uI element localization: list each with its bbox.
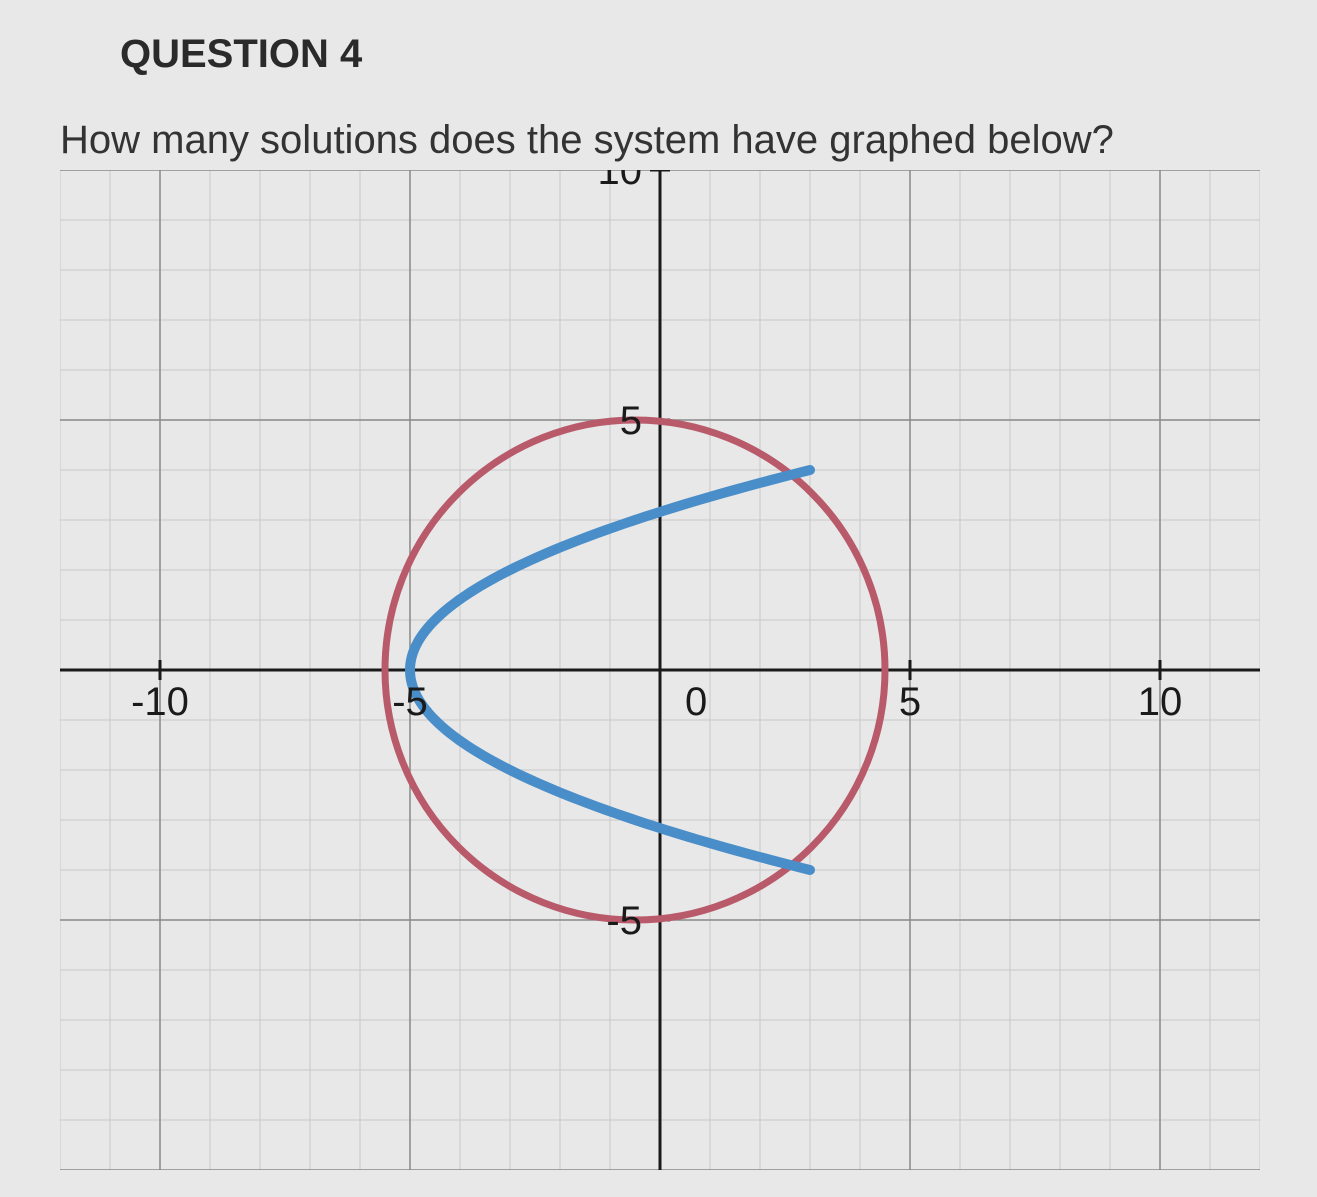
x-tick-label: -10 (131, 680, 189, 724)
x-tick-label: 0 (685, 680, 707, 724)
question-prompt: How many solutions does the system have … (60, 118, 1114, 163)
y-tick-label: 10 (598, 170, 643, 193)
x-tick-label: -5 (392, 680, 428, 724)
page-root: QUESTION 4 How many solutions does the s… (0, 0, 1317, 1197)
x-tick-label: 10 (1138, 680, 1183, 724)
question-heading: QUESTION 4 (120, 32, 362, 77)
system-graph: -10 -5 0 5 10 -5 5 10 (60, 170, 1260, 1170)
y-tick-label: 5 (620, 399, 642, 443)
y-tick-label: -5 (606, 899, 642, 943)
x-tick-label: 5 (899, 680, 921, 724)
